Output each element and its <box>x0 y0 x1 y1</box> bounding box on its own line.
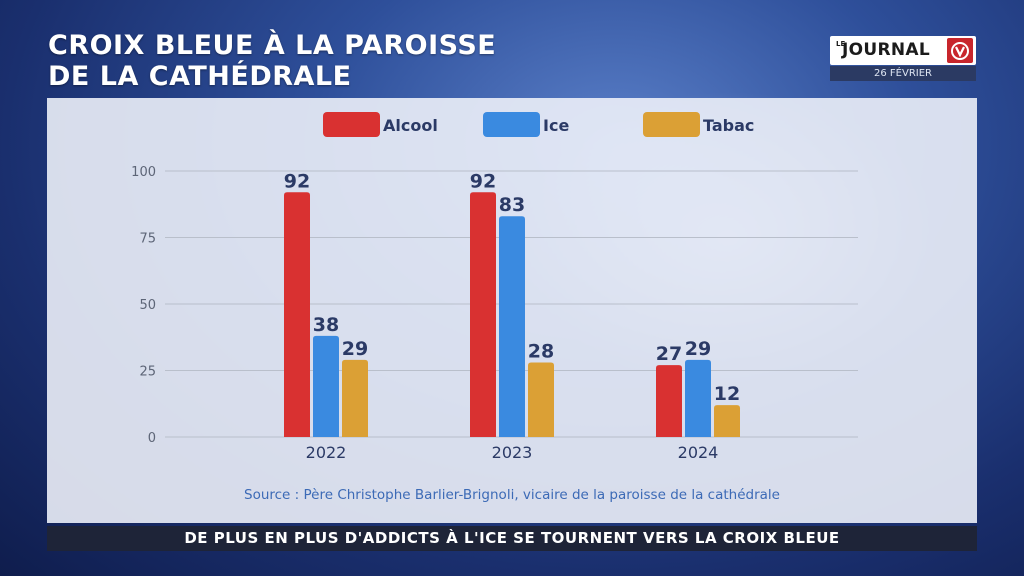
bar-ice-2022 <box>313 335 339 437</box>
bar-alcool-2022 <box>284 192 310 437</box>
title-line-1: CROIX BLEUE À LA PAROISSE <box>48 30 497 61</box>
news-banner: DE PLUS EN PLUS D'ADDICTS À L'ICE SE TOU… <box>47 526 977 551</box>
logo-mark-icon <box>947 38 973 63</box>
logo-plate: LE JOURNAL <box>830 36 976 65</box>
legend-label-tabac: Tabac <box>703 116 754 135</box>
value-label: 29 <box>685 338 711 360</box>
y-tick-label: 75 <box>139 232 156 247</box>
y-tick-label: 0 <box>148 431 156 446</box>
bar-alcool-2024 <box>656 365 682 437</box>
x-tick-label: 2023 <box>492 443 533 462</box>
value-label: 12 <box>714 383 740 405</box>
x-tick-label: 2024 <box>678 443 719 462</box>
bar-tabac-2024 <box>714 405 740 437</box>
bar-ice-2023 <box>499 216 525 437</box>
logo-word: JOURNAL <box>842 40 930 60</box>
chart-panel: 0 25 50 75 100 Alcool Ice Tabac 92 38 29 2022 92 83 28… <box>47 98 977 523</box>
bar-ice-2024 <box>685 359 711 437</box>
legend-label-alcool: Alcool <box>383 116 438 135</box>
legend-swatch-ice <box>483 112 540 137</box>
value-label: 92 <box>284 170 310 192</box>
x-tick-label: 2022 <box>306 443 347 462</box>
y-tick-label: 50 <box>139 298 156 313</box>
value-label: 38 <box>313 314 339 336</box>
y-tick-label: 100 <box>131 165 156 180</box>
value-label: 27 <box>656 343 682 365</box>
y-tick-label: 25 <box>139 365 156 380</box>
value-label: 83 <box>499 194 525 216</box>
logo-prefix: LE <box>836 40 846 48</box>
source-note: Source : Père Christophe Barlier-Brignol… <box>244 487 780 503</box>
logo-date: 26 FÉVRIER <box>830 66 976 81</box>
bar-tabac-2022 <box>342 359 368 437</box>
value-label: 28 <box>528 341 554 363</box>
bar-alcool-2023 <box>470 192 496 437</box>
value-label: 29 <box>342 338 368 360</box>
page-title: CROIX BLEUE À LA PAROISSE DE LA CATHÉDRA… <box>48 30 496 92</box>
value-label: 92 <box>470 170 496 192</box>
legend-label-ice: Ice <box>543 116 569 135</box>
channel-logo: LE JOURNAL 26 FÉVRIER <box>830 36 976 81</box>
bar-tabac-2023 <box>528 362 554 437</box>
legend-swatch-tabac <box>643 112 700 137</box>
legend-swatch-alcool <box>323 112 380 137</box>
title-line-2: DE LA CATHÉDRALE <box>48 61 352 92</box>
